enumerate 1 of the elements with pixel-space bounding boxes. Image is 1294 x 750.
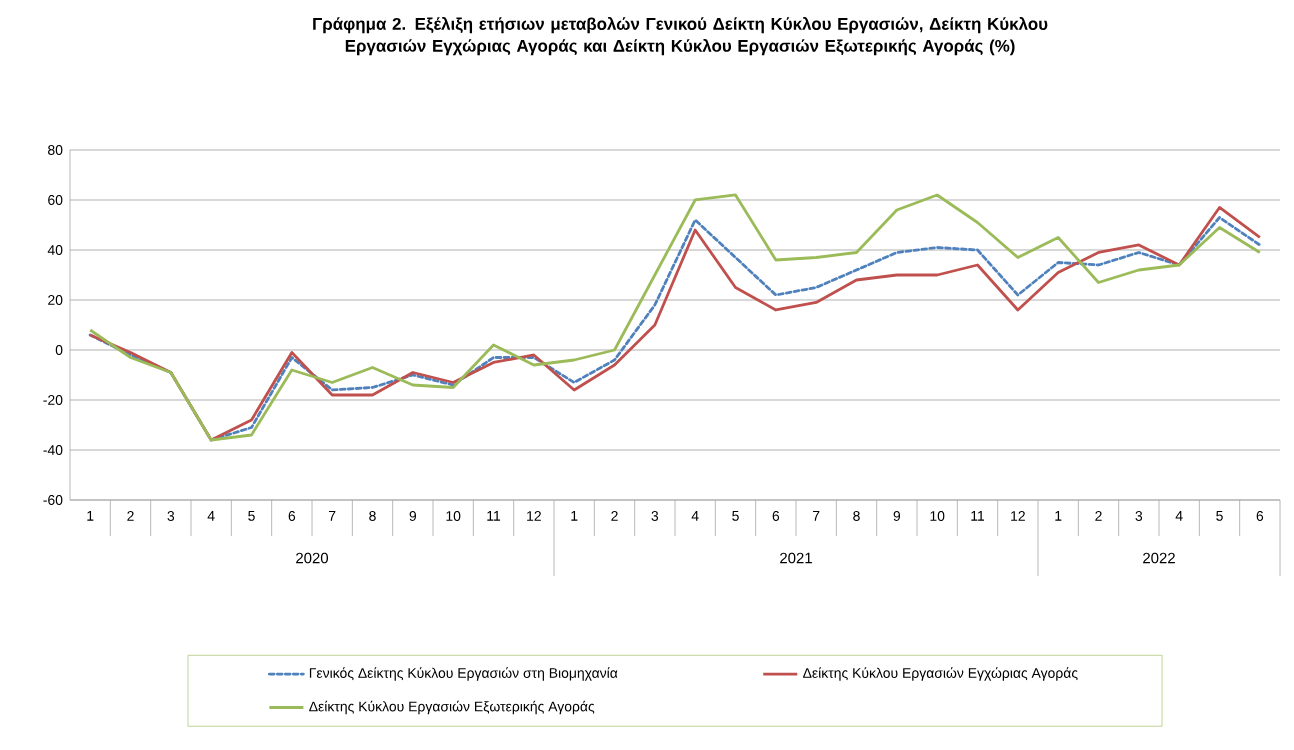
chart-title: Γράφημα 2. Εξέλιξη ετήσιων μεταβολών Γενικού Δείκτη Κύκλου Εργασιών, Δείκτη Κύκλου Εργασιών Εγχώριας Αγοράς και Δείκτη Κύκλου Εργασιών Εξωτερικής Αγοράς (%) — [313, 17, 1048, 56]
